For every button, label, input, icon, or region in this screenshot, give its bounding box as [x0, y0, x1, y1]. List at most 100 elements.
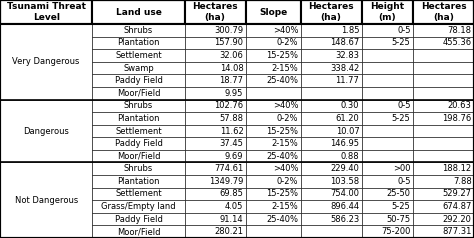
Bar [301, 62, 362, 74]
Bar [184, 49, 246, 62]
Text: >00: >00 [393, 164, 410, 173]
Text: 78.18: 78.18 [447, 26, 472, 35]
Bar [246, 200, 301, 213]
Text: 586.23: 586.23 [330, 215, 359, 224]
Text: Paddy Field: Paddy Field [115, 139, 163, 148]
Text: 0.30: 0.30 [341, 101, 359, 110]
Bar [246, 225, 301, 238]
Text: 0-5: 0-5 [397, 26, 410, 35]
Bar [301, 74, 362, 87]
Text: 0-2%: 0-2% [277, 177, 298, 186]
Text: Swamp: Swamp [123, 64, 154, 73]
Bar [92, 200, 184, 213]
Text: Settlement: Settlement [115, 189, 162, 198]
Bar [0, 0, 92, 24]
Bar [184, 24, 246, 37]
Text: Slope: Slope [259, 8, 287, 16]
Text: 25-50: 25-50 [386, 189, 410, 198]
Bar [413, 125, 474, 137]
Bar [92, 99, 184, 112]
Bar [301, 137, 362, 150]
Text: 69.85: 69.85 [219, 189, 243, 198]
Text: 4.05: 4.05 [225, 202, 243, 211]
Text: 103.58: 103.58 [330, 177, 359, 186]
Bar [246, 163, 301, 175]
Bar [413, 62, 474, 74]
Text: 292.20: 292.20 [443, 215, 472, 224]
Text: Paddy Field: Paddy Field [115, 215, 163, 224]
Bar [184, 188, 246, 200]
Bar [362, 213, 413, 225]
Text: Tsunami Threat
Level: Tsunami Threat Level [7, 2, 86, 22]
Bar [301, 163, 362, 175]
Bar [362, 150, 413, 163]
Bar [362, 125, 413, 137]
Bar [184, 112, 246, 125]
Text: 32.06: 32.06 [219, 51, 243, 60]
Text: >40%: >40% [273, 101, 298, 110]
Text: Hectares
(ha): Hectares (ha) [420, 2, 466, 22]
Text: Shrubs: Shrubs [124, 164, 153, 173]
Bar [246, 24, 301, 37]
Bar [362, 62, 413, 74]
Bar [184, 62, 246, 74]
Text: 25-40%: 25-40% [266, 76, 298, 85]
Text: >40%: >40% [273, 164, 298, 173]
Text: 455.36: 455.36 [443, 38, 472, 47]
Text: 61.20: 61.20 [336, 114, 359, 123]
Text: 9.95: 9.95 [225, 89, 243, 98]
Bar [301, 112, 362, 125]
Bar [301, 150, 362, 163]
Bar [301, 125, 362, 137]
Text: 15-25%: 15-25% [266, 189, 298, 198]
Text: 7.88: 7.88 [453, 177, 472, 186]
Bar [413, 225, 474, 238]
Text: 0.88: 0.88 [341, 152, 359, 161]
Bar [184, 99, 246, 112]
Text: 25-40%: 25-40% [266, 152, 298, 161]
Text: Dangerous: Dangerous [23, 127, 69, 135]
Bar [301, 0, 362, 24]
Text: Paddy Field: Paddy Field [115, 76, 163, 85]
Bar [362, 0, 413, 24]
Text: Plantation: Plantation [117, 177, 160, 186]
Bar [413, 163, 474, 175]
Text: 300.79: 300.79 [214, 26, 243, 35]
Bar [92, 225, 184, 238]
Text: 229.40: 229.40 [330, 164, 359, 173]
Bar [92, 74, 184, 87]
Text: 11.77: 11.77 [336, 76, 359, 85]
Text: 15-25%: 15-25% [266, 127, 298, 135]
Text: 57.88: 57.88 [219, 114, 243, 123]
Text: Moor/Field: Moor/Field [117, 227, 160, 236]
Bar [92, 37, 184, 49]
Text: 91.14: 91.14 [220, 215, 243, 224]
Bar [92, 125, 184, 137]
Text: 5-25: 5-25 [392, 114, 410, 123]
Text: Hectares
(ha): Hectares (ha) [309, 2, 354, 22]
Bar [246, 0, 301, 24]
Bar [301, 87, 362, 99]
Text: 877.31: 877.31 [442, 227, 472, 236]
Bar [0, 163, 92, 238]
Bar [246, 150, 301, 163]
Bar [362, 137, 413, 150]
Bar [184, 74, 246, 87]
Bar [92, 0, 184, 24]
Text: 32.83: 32.83 [336, 51, 359, 60]
Bar [184, 213, 246, 225]
Bar [184, 37, 246, 49]
Text: 896.44: 896.44 [330, 202, 359, 211]
Text: 0-2%: 0-2% [277, 38, 298, 47]
Text: Land use: Land use [116, 8, 161, 16]
Text: 146.95: 146.95 [330, 139, 359, 148]
Bar [246, 213, 301, 225]
Bar [184, 163, 246, 175]
Bar [184, 200, 246, 213]
Bar [413, 112, 474, 125]
Text: 1349.79: 1349.79 [209, 177, 243, 186]
Text: 157.90: 157.90 [214, 38, 243, 47]
Bar [413, 188, 474, 200]
Text: 754.00: 754.00 [330, 189, 359, 198]
Bar [184, 0, 246, 24]
